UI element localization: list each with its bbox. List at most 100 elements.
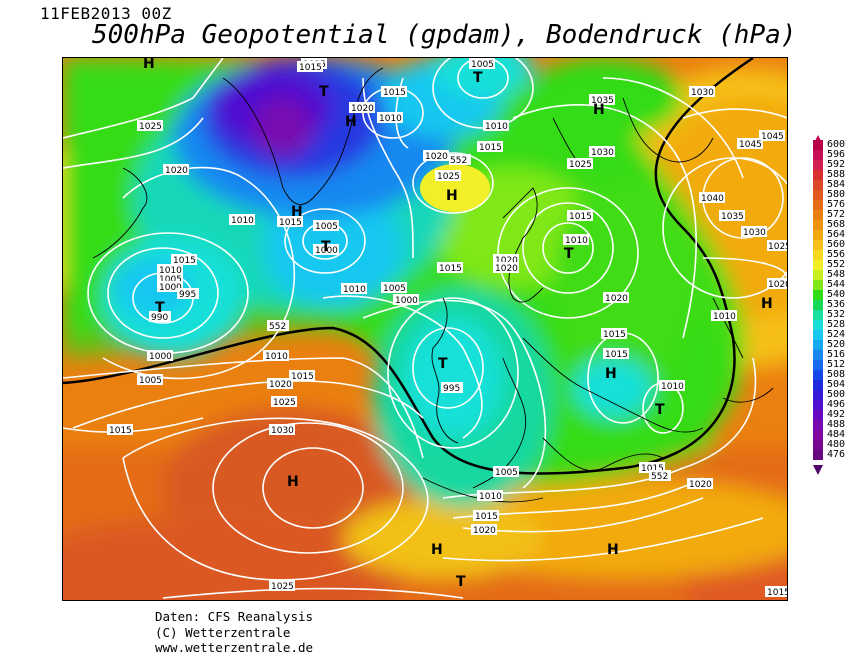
map-datetime: 11FEB2013 00Z <box>40 4 172 23</box>
svg-text:1010: 1010 <box>479 492 502 502</box>
legend-swatch <box>813 400 823 410</box>
legend-swatch <box>813 160 823 170</box>
svg-text:1015: 1015 <box>439 264 462 274</box>
legend-level: 568 <box>813 219 850 230</box>
svg-text:T: T <box>321 239 331 255</box>
legend-level: 488 <box>813 419 850 430</box>
legend-swatch <box>813 320 823 330</box>
svg-text:1000: 1000 <box>159 283 182 293</box>
legend-swatch <box>813 410 823 420</box>
svg-text:552: 552 <box>450 156 467 166</box>
svg-text:1015: 1015 <box>641 464 664 474</box>
legend-swatch <box>813 220 823 230</box>
svg-text:1010: 1010 <box>713 312 736 322</box>
legend-level: 572 <box>813 209 850 220</box>
svg-text:990: 990 <box>151 313 168 323</box>
legend-swatch <box>813 350 823 360</box>
svg-text:1015: 1015 <box>299 63 322 73</box>
legend-swatch <box>813 360 823 370</box>
svg-text:H: H <box>607 542 619 558</box>
legend-level: 528 <box>813 319 850 330</box>
legend-level: 560 <box>813 239 850 250</box>
legend-label: 600 <box>827 139 846 150</box>
legend-swatch <box>813 250 823 260</box>
svg-text:1025: 1025 <box>271 582 294 592</box>
svg-text:1025: 1025 <box>139 122 162 132</box>
legend-level: 588 <box>813 169 850 180</box>
legend-level: 564 <box>813 229 850 240</box>
legend-label: 492 <box>827 409 846 420</box>
svg-text:1020: 1020 <box>425 152 448 162</box>
legend-label: 584 <box>827 179 846 190</box>
svg-text:1000: 1000 <box>315 246 338 256</box>
svg-text:1030: 1030 <box>691 88 714 98</box>
svg-text:1010: 1010 <box>379 114 402 124</box>
legend-level: 492 <box>813 409 850 420</box>
svg-text:1010: 1010 <box>159 266 182 276</box>
legend-label: 480 <box>827 439 846 450</box>
credits-source: Daten: CFS Reanalysis <box>155 609 314 624</box>
legend-swatch <box>813 170 823 180</box>
legend-label: 524 <box>827 329 846 340</box>
svg-text:1005: 1005 <box>139 376 162 386</box>
svg-text:995: 995 <box>443 384 460 394</box>
legend-label: 576 <box>827 199 846 210</box>
legend-level: 536 <box>813 299 850 310</box>
svg-text:1005: 1005 <box>315 222 338 232</box>
legend-label: 564 <box>827 229 846 240</box>
svg-text:H: H <box>593 102 605 118</box>
svg-text:1015: 1015 <box>173 256 196 266</box>
legend-level: 584 <box>813 179 850 190</box>
legend-label: 556 <box>827 249 846 260</box>
legend-level: 596 <box>813 149 850 160</box>
svg-text:T: T <box>564 246 574 262</box>
legend-level: 548 <box>813 269 850 280</box>
legend-level: 520 <box>813 339 850 350</box>
legend-label: 488 <box>827 419 846 430</box>
legend-swatch <box>813 150 823 160</box>
legend-label: 596 <box>827 149 846 160</box>
legend-level: 576 <box>813 199 850 210</box>
svg-text:1010: 1010 <box>265 352 288 362</box>
svg-text:1035: 1035 <box>721 212 744 222</box>
legend-label: 560 <box>827 239 846 250</box>
svg-text:H: H <box>431 542 443 558</box>
svg-text:H: H <box>287 474 299 490</box>
legend-swatch <box>813 230 823 240</box>
svg-text:H: H <box>605 366 617 382</box>
legend-label: 504 <box>827 379 846 390</box>
legend-label: 500 <box>827 389 846 400</box>
svg-text:1020: 1020 <box>605 294 628 304</box>
svg-text:1030: 1030 <box>591 148 614 158</box>
legend-swatch <box>813 440 823 450</box>
legend-swatch <box>813 420 823 430</box>
svg-text:1010: 1010 <box>565 236 588 246</box>
legend-label: 512 <box>827 359 846 370</box>
svg-text:1030: 1030 <box>271 426 294 436</box>
legend-label: 568 <box>827 219 846 230</box>
legend-swatch <box>813 370 823 380</box>
legend-label: 508 <box>827 369 846 380</box>
legend-label: 484 <box>827 429 846 440</box>
svg-text:1015: 1015 <box>475 512 498 522</box>
svg-text:T: T <box>319 84 329 100</box>
legend-swatch <box>813 210 823 220</box>
legend-level: 496 <box>813 399 850 410</box>
svg-text:H: H <box>446 188 458 204</box>
legend-label: 552 <box>827 259 846 270</box>
legend-label: 528 <box>827 319 846 330</box>
legend-swatch <box>813 190 823 200</box>
svg-text:1000: 1000 <box>395 296 418 306</box>
legend-label: 572 <box>827 209 846 220</box>
svg-text:T: T <box>473 70 483 86</box>
legend-swatch <box>813 390 823 400</box>
legend-swatch <box>813 430 823 440</box>
legend-swatch <box>813 290 823 300</box>
svg-text:1025: 1025 <box>437 172 460 182</box>
legend-level: 552 <box>813 259 850 270</box>
legend-label: 592 <box>827 159 846 170</box>
svg-text:1020: 1020 <box>351 104 374 114</box>
legend-level: 508 <box>813 369 850 380</box>
legend-level: 544 <box>813 279 850 290</box>
svg-text:1015: 1015 <box>767 588 787 598</box>
